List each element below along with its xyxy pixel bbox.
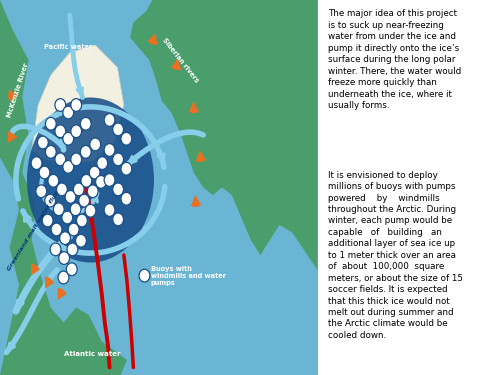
Circle shape: [39, 166, 50, 179]
Circle shape: [63, 106, 74, 119]
Wedge shape: [196, 150, 206, 162]
Circle shape: [112, 213, 124, 226]
Circle shape: [62, 211, 72, 224]
Text: It is envisioned to deploy
millions of buoys with pumps
powered    by    windmil: It is envisioned to deploy millions of b…: [328, 171, 464, 340]
Text: Siberian rivers: Siberian rivers: [161, 37, 200, 83]
Circle shape: [85, 204, 96, 217]
Wedge shape: [8, 131, 18, 143]
Circle shape: [65, 190, 76, 203]
Circle shape: [55, 125, 66, 138]
Circle shape: [58, 271, 69, 284]
Circle shape: [46, 117, 56, 130]
Circle shape: [38, 136, 48, 149]
Wedge shape: [148, 33, 158, 45]
Circle shape: [31, 157, 42, 170]
Circle shape: [81, 174, 92, 187]
Circle shape: [51, 223, 62, 236]
Circle shape: [121, 192, 132, 205]
Circle shape: [104, 204, 115, 216]
Circle shape: [63, 132, 74, 145]
Circle shape: [90, 138, 101, 151]
Circle shape: [121, 162, 132, 175]
Circle shape: [66, 263, 77, 276]
Circle shape: [46, 146, 56, 158]
Circle shape: [89, 166, 100, 179]
Wedge shape: [45, 277, 54, 289]
Text: Greenland melt water flux: Greenland melt water flux: [6, 190, 60, 271]
Circle shape: [104, 144, 115, 156]
Circle shape: [88, 185, 98, 198]
Circle shape: [55, 99, 66, 111]
Circle shape: [56, 183, 68, 196]
Circle shape: [36, 185, 46, 198]
Circle shape: [67, 243, 78, 256]
Wedge shape: [191, 195, 201, 207]
Text: McKenzie River: McKenzie River: [6, 62, 29, 118]
Wedge shape: [188, 101, 199, 113]
Circle shape: [112, 183, 124, 196]
Circle shape: [139, 269, 150, 282]
Circle shape: [50, 243, 61, 256]
Circle shape: [104, 174, 115, 186]
Polygon shape: [32, 45, 124, 165]
Circle shape: [54, 203, 64, 216]
Wedge shape: [172, 58, 181, 70]
Text: Buoys with
windmills and water
pumps: Buoys with windmills and water pumps: [151, 266, 226, 286]
Circle shape: [96, 176, 106, 188]
Polygon shape: [130, 0, 318, 270]
Circle shape: [71, 153, 82, 166]
Ellipse shape: [27, 98, 154, 262]
Circle shape: [97, 157, 108, 170]
Circle shape: [48, 174, 58, 187]
Circle shape: [74, 183, 84, 196]
Circle shape: [63, 160, 74, 173]
Circle shape: [76, 234, 86, 247]
Circle shape: [60, 232, 70, 244]
Circle shape: [70, 203, 81, 216]
Circle shape: [58, 252, 70, 264]
Polygon shape: [0, 0, 318, 375]
Circle shape: [45, 194, 56, 207]
Text: The major idea of this project
is to suck up near-freezing
water from under the : The major idea of this project is to suc…: [328, 9, 462, 110]
Wedge shape: [58, 288, 66, 300]
Circle shape: [68, 223, 79, 236]
Circle shape: [121, 132, 132, 145]
Wedge shape: [31, 264, 40, 276]
Circle shape: [55, 153, 66, 166]
Text: Atlantic water: Atlantic water: [64, 351, 120, 357]
Polygon shape: [0, 0, 127, 375]
Wedge shape: [8, 90, 18, 102]
Circle shape: [104, 114, 115, 126]
Circle shape: [78, 194, 90, 207]
Circle shape: [112, 153, 124, 166]
Circle shape: [76, 214, 88, 227]
Text: Pacific water: Pacific water: [44, 44, 92, 50]
Circle shape: [80, 117, 91, 130]
Circle shape: [71, 99, 82, 111]
Circle shape: [71, 125, 82, 138]
Circle shape: [112, 123, 124, 136]
Circle shape: [42, 214, 53, 227]
Circle shape: [80, 146, 91, 158]
